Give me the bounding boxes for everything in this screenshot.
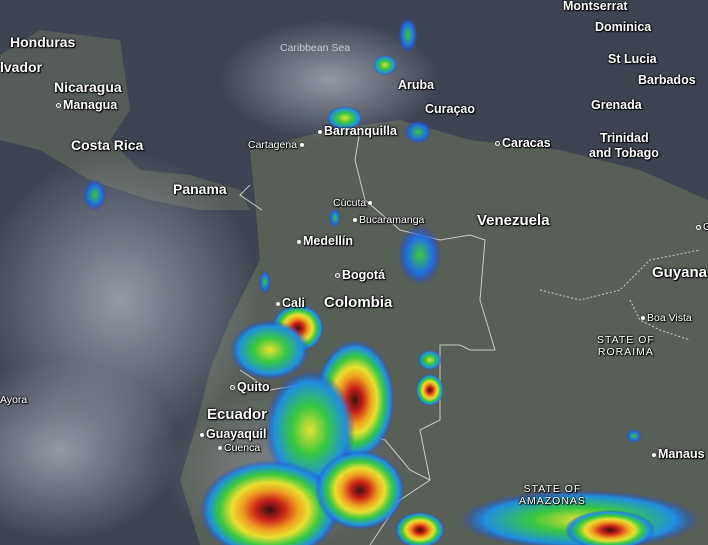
city-barranquilla[interactable]: Barranquilla (318, 125, 397, 138)
city-dot-icon (652, 452, 656, 457)
city-ayora[interactable]: Ayora (0, 394, 28, 406)
city-dot-icon (297, 239, 301, 244)
state-label-amazonas: STATE OF AMAZONAS (519, 483, 586, 507)
island-label-barbados: Barbados (638, 73, 696, 87)
city-quito[interactable]: Quito (230, 381, 270, 394)
island-label-montserrat: Montserrat (563, 0, 628, 13)
city-dot-icon (495, 141, 500, 147)
radar-echoes (83, 17, 700, 545)
city-dot-icon (276, 301, 280, 306)
city-dot-icon (218, 446, 222, 451)
city-dot-icon (353, 218, 357, 223)
cloud (0, 360, 180, 540)
cloud (220, 20, 440, 140)
city-bucaramanga[interactable]: Bucaramanga (353, 215, 424, 226)
city-manaus[interactable]: Manaus (652, 448, 705, 461)
city-cartagena[interactable]: Cartagena (248, 140, 306, 151)
country-label-el-salvador: lvador (0, 59, 43, 75)
city-partial-g[interactable]: G (696, 222, 708, 233)
city-managua[interactable]: Managua (56, 99, 117, 112)
city-cali[interactable]: Cali (276, 297, 305, 310)
island-label-aruba: Aruba (398, 78, 435, 92)
island-label-curacao: Curaçao (425, 102, 476, 116)
city-cucuta[interactable]: Cúcuta (333, 198, 374, 209)
city-dot-icon (318, 129, 322, 134)
country-label-colombia: Colombia (324, 294, 393, 311)
city-dot-icon (230, 385, 235, 391)
state-label-roraima: STATE OF RORAIMA (597, 334, 655, 358)
island-label-tobago: and Tobago (589, 146, 659, 160)
island-label-dominica: Dominica (595, 20, 652, 34)
city-dot-icon (300, 143, 305, 148)
country-label-panama: Panama (173, 181, 227, 197)
city-dot-icon (641, 316, 645, 321)
city-dot-icon (56, 103, 61, 109)
island-label-grenada: Grenada (591, 98, 642, 112)
city-boa-vista[interactable]: Boa Vista (641, 313, 692, 324)
city-bogota[interactable]: Bogotá (335, 269, 385, 282)
city-guayaquil[interactable]: Guayaquil (200, 428, 266, 441)
city-cuenca[interactable]: Cuenca (218, 443, 260, 454)
country-label-costa-rica: Costa Rica (71, 137, 144, 153)
city-dot-icon (335, 273, 340, 279)
city-caracas[interactable]: Caracas (495, 137, 551, 150)
country-label-guyana: Guyana (652, 264, 708, 281)
water-label: Caribbean Sea (280, 42, 351, 54)
city-dot-icon (368, 201, 373, 206)
city-dot-icon (696, 224, 701, 230)
city-dot-icon (200, 432, 204, 437)
city-medellin[interactable]: Medellín (297, 235, 353, 248)
country-label-honduras: Honduras (10, 34, 76, 50)
island-label-st-lucia: St Lucia (608, 52, 657, 66)
country-label-ecuador: Ecuador (207, 406, 268, 423)
country-label-venezuela: Venezuela (477, 212, 550, 229)
country-label-nicaragua: Nicaragua (54, 79, 122, 95)
island-label-trinidad: Trinidad (600, 131, 649, 145)
land-central-america (0, 30, 250, 210)
